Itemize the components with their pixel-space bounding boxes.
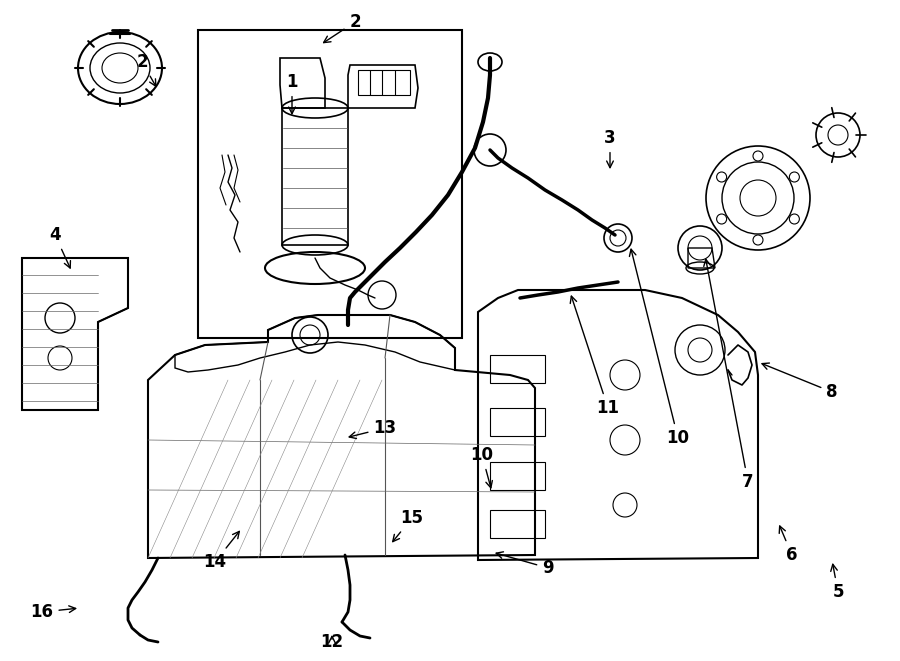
Text: 8: 8 bbox=[762, 363, 838, 401]
Text: 15: 15 bbox=[392, 509, 424, 541]
Circle shape bbox=[789, 172, 799, 182]
Text: 7: 7 bbox=[704, 259, 754, 491]
Text: 4: 4 bbox=[50, 226, 70, 268]
Text: 5: 5 bbox=[831, 564, 844, 601]
Circle shape bbox=[753, 151, 763, 161]
Text: 12: 12 bbox=[320, 633, 344, 651]
Text: 9: 9 bbox=[496, 552, 554, 577]
Circle shape bbox=[716, 172, 726, 182]
Text: 1: 1 bbox=[286, 73, 298, 114]
Circle shape bbox=[789, 214, 799, 224]
Circle shape bbox=[716, 214, 726, 224]
Text: 3: 3 bbox=[604, 129, 616, 168]
Text: 6: 6 bbox=[779, 526, 797, 564]
Text: 10: 10 bbox=[471, 446, 493, 488]
Circle shape bbox=[753, 235, 763, 245]
Text: 14: 14 bbox=[203, 531, 239, 571]
Text: 2: 2 bbox=[136, 53, 156, 86]
Text: 11: 11 bbox=[571, 296, 619, 417]
Text: 10: 10 bbox=[629, 249, 689, 447]
Text: 2: 2 bbox=[324, 13, 361, 42]
Text: 16: 16 bbox=[31, 603, 76, 621]
Text: 13: 13 bbox=[349, 419, 397, 438]
